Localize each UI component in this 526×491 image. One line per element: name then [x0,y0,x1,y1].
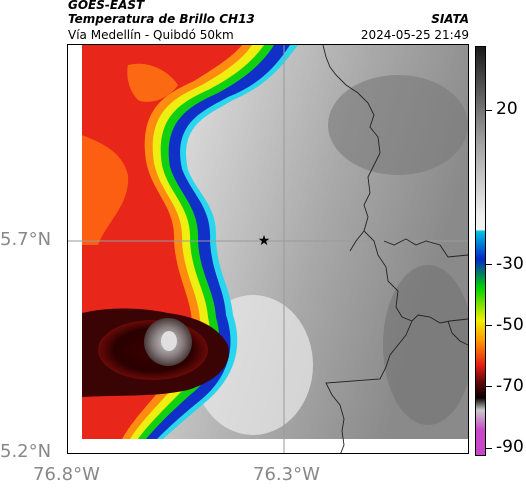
colorbar-label: -90 [496,437,524,457]
colorbar-tick [486,448,492,449]
map-edge-right [468,45,469,454]
admin-border [349,230,365,252]
datetime-label: 2024-05-25 21:49 [360,28,469,42]
map-edge-bottom [68,439,468,453]
overshooting-top-center [161,331,177,351]
colorbar-label: -70 [496,376,524,396]
colorbar [475,46,486,456]
star-icon: ★ [258,233,271,249]
route-subtitle: Vía Medellín - Quibdó 50km [68,28,234,42]
lon-label-right: 76.3°W [253,464,320,485]
colorbar-tick [486,325,492,326]
lon-label-left: 76.8°W [33,464,100,485]
satellite-title: GOES-EAST [68,0,145,12]
colorbar-label: 20 [496,99,518,119]
dark-cloud-patch [328,75,468,175]
lat-label-bottom: 5.2°N [0,441,52,462]
map-panel: ★ [67,44,469,454]
dark-cloud-patch [383,265,468,425]
orange-fringe [82,135,129,245]
orange-fringe [127,63,178,102]
colorbar-label: -30 [496,254,524,274]
lat-label-top: 5.7°N [0,229,52,250]
brightness-temperature-map: ★ [68,45,469,454]
colorbar-tick [486,386,492,387]
colorbar-label: -50 [496,315,524,335]
colorbar-tick [486,110,492,111]
admin-border [383,238,468,258]
colorbar-tick [486,264,492,265]
admin-border [322,45,468,324]
product-title: Temperatura de Brillo CH13 [68,12,255,26]
institution-label: SIATA [431,12,469,26]
admin-border [447,320,468,346]
map-edge-left [68,45,82,453]
admin-border [325,320,413,453]
